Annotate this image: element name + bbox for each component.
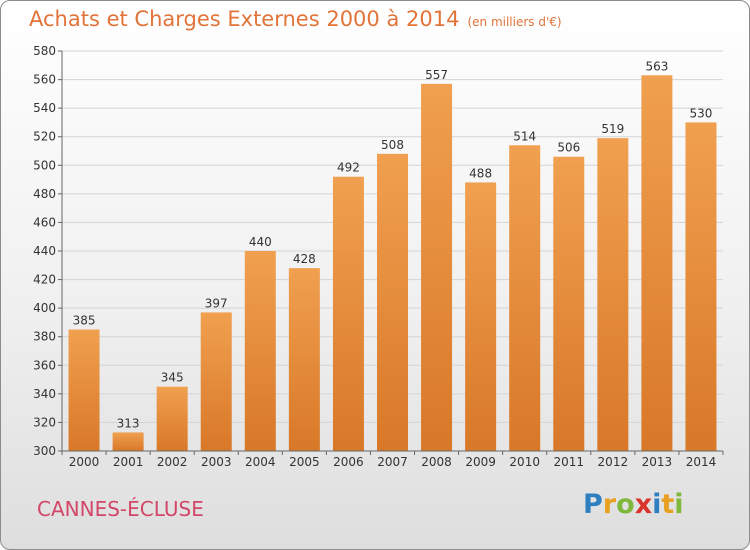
logo-letter: r <box>602 489 617 520</box>
y-tick-label: 360 <box>33 358 56 372</box>
x-tick-label: 2013 <box>642 455 673 469</box>
logo-letter: i <box>674 489 684 520</box>
y-tick-label: 340 <box>33 387 56 401</box>
bar-value-label: 428 <box>293 252 316 266</box>
bar-value-label: 488 <box>469 166 492 180</box>
x-tick-label: 2010 <box>509 455 540 469</box>
commune-name: CANNES-ÉCLUSE <box>37 497 204 521</box>
x-tick-label: 2006 <box>333 455 364 469</box>
bar-value-label: 506 <box>557 141 580 155</box>
chart-title: Achats et Charges Externes 2000 à 2014 <box>29 7 460 31</box>
y-tick-label: 400 <box>33 301 56 315</box>
bar <box>641 75 673 452</box>
bar <box>465 182 497 451</box>
logo-letter: P <box>583 489 603 520</box>
y-tick-label: 380 <box>33 330 56 344</box>
logo-letter: x <box>634 489 653 520</box>
bar <box>112 432 144 451</box>
y-tick-label: 540 <box>33 101 56 115</box>
labels: 300 320 340 360 380 400 420 440 460 480 500 520 540 5… <box>33 44 716 469</box>
bar-value-label: 492 <box>337 161 360 175</box>
x-tick-label: 2008 <box>421 455 452 469</box>
bar-value-label: 530 <box>690 106 713 120</box>
x-tick-label: 2000 <box>69 455 100 469</box>
bar <box>377 153 408 451</box>
y-tick-label: 480 <box>33 187 56 201</box>
x-tick-label: 2001 <box>113 455 144 469</box>
x-tick-label: 2014 <box>686 455 717 469</box>
axes <box>58 50 724 455</box>
bar <box>244 251 276 451</box>
chart-subtitle: (en milliers d'€) <box>467 15 562 29</box>
y-tick-label: 520 <box>33 130 56 144</box>
bar-value-label: 514 <box>513 129 536 143</box>
x-tick-label: 2011 <box>553 455 584 469</box>
proxiti-logo: Proxiti <box>583 489 684 520</box>
bars <box>68 75 717 452</box>
bar-value-label: 385 <box>73 314 96 328</box>
bar <box>509 145 541 452</box>
x-tick-label: 2002 <box>157 455 188 469</box>
bar-value-label: 557 <box>425 68 448 82</box>
bar-value-label: 508 <box>381 138 404 152</box>
bar-value-label: 440 <box>249 235 272 249</box>
x-tick-label: 2007 <box>377 455 408 469</box>
bar-value-label: 563 <box>645 59 668 73</box>
bar <box>200 312 232 451</box>
x-tick-label: 2003 <box>201 455 232 469</box>
logo-letter: o <box>616 489 635 520</box>
bar-value-label: 345 <box>161 371 184 385</box>
bar-value-label: 313 <box>117 416 140 430</box>
bar-value-label: 397 <box>205 296 228 310</box>
logo-letter: i <box>652 489 662 520</box>
y-tick-label: 500 <box>33 158 56 172</box>
bar <box>68 329 100 451</box>
chart-header: Achats et Charges Externes 2000 à 2014 (e… <box>29 7 562 31</box>
y-tick-label: 300 <box>33 444 56 458</box>
y-tick-label: 560 <box>33 73 56 87</box>
x-tick-label: 2012 <box>598 455 629 469</box>
bar <box>553 156 585 451</box>
x-tick-label: 2005 <box>289 455 320 469</box>
x-tick-label: 2009 <box>465 455 496 469</box>
y-tick-label: 440 <box>33 244 56 258</box>
x-tick-label: 2004 <box>245 455 276 469</box>
y-tick-label: 420 <box>33 273 56 287</box>
y-tick-label: 320 <box>33 415 56 429</box>
logo-letter: t <box>661 489 675 520</box>
bar <box>332 176 364 451</box>
bar <box>288 268 320 451</box>
bar-value-label: 519 <box>601 122 624 136</box>
y-tick-label: 580 <box>33 44 56 58</box>
bar <box>156 386 188 451</box>
y-tick-label: 460 <box>33 215 56 229</box>
bar <box>421 83 453 451</box>
bar <box>685 122 717 451</box>
bar <box>597 138 629 451</box>
